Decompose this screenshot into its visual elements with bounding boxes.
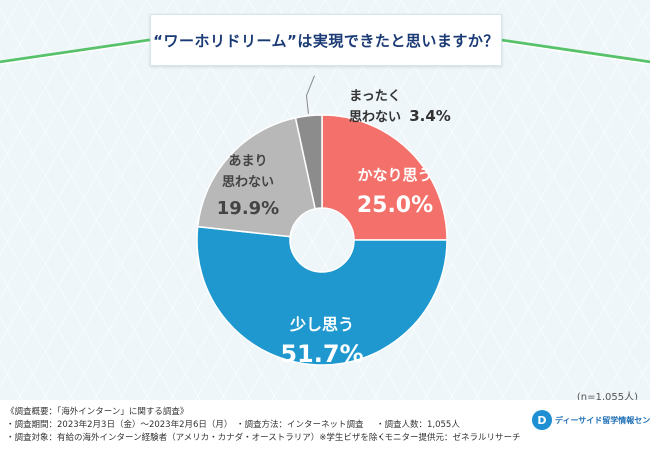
value-kanari: 25.0% xyxy=(357,193,433,218)
label-amari-line1: あまり xyxy=(228,154,267,169)
value-mattaku: 3.4% xyxy=(409,107,451,125)
label-sukoshi: 少し思う xyxy=(289,315,354,334)
value-amari: 19.9% xyxy=(217,198,279,219)
logo-text: ディーサイド留学情報センター xyxy=(555,415,650,425)
survey-provider: ・モニター提供元：ゼネラルリサーチ xyxy=(376,433,521,443)
label-amari-line2: 思わない xyxy=(222,175,274,190)
survey-count: ・調査人数：1,055人 xyxy=(376,420,460,430)
sample-size-note: (n=1,055人) xyxy=(576,392,638,403)
chart-title: “ワーホリドリーム”は実現できたと思いますか？ xyxy=(153,31,499,50)
title-box: “ワーホリドリーム”は実現できたと思いますか？ xyxy=(150,14,502,66)
survey-method: ・調査方法：インターネット調査 xyxy=(236,420,364,430)
survey-period: ・調査期間：2023年2月3日（金）～2023年2月6日（月） xyxy=(6,420,233,430)
label-mattaku-line1: まったく xyxy=(349,89,400,104)
company-logo[interactable]: D ディーサイド留学情報センター xyxy=(532,410,650,430)
value-sukoshi: 51.7% xyxy=(280,340,363,368)
leader-line-mattaku xyxy=(305,75,315,114)
logo-mark-icon: D xyxy=(532,410,552,430)
survey-target: ・調査対象：有給の海外インターン経験者（アメリカ・カナダ・オーストラリア）※学生… xyxy=(6,433,386,443)
survey-footer: 《調査概要：「海外インターン」に関する調査》 ・調査期間：2023年2月3日（金… xyxy=(0,400,650,450)
slice-amari xyxy=(196,116,317,238)
label-kanari: かなり思う xyxy=(357,166,432,184)
slice-mattaku xyxy=(294,114,323,210)
header-decoration xyxy=(0,38,650,65)
survey-overview: 《調査概要：「海外インターン」に関する調査》 xyxy=(6,407,189,417)
slice-kanari xyxy=(321,114,448,241)
slice-sukoshi xyxy=(196,225,448,366)
label-mattaku-line2: 思わない xyxy=(349,110,401,125)
